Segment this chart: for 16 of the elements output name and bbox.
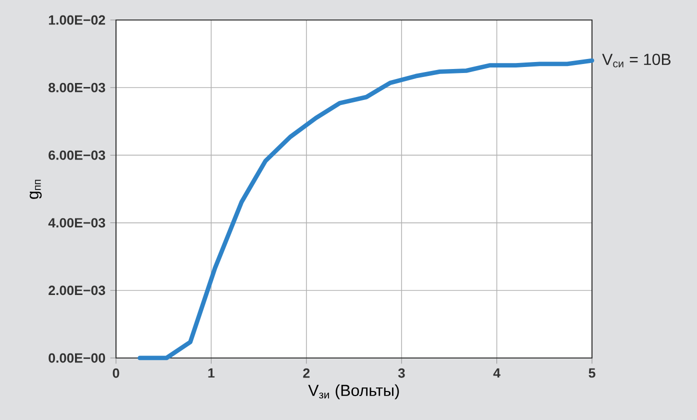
y-tick-label: 2.00E−03 bbox=[48, 286, 106, 296]
x-tick-label: 5 bbox=[588, 368, 596, 378]
x-tick-label: 4 bbox=[493, 368, 500, 378]
x-tick-label: 3 bbox=[398, 368, 405, 378]
annotation: V$_{си}$ = 10В bbox=[602, 54, 671, 68]
line-series bbox=[138, 58, 594, 360]
x-axis-title: V$_{зи}$ (Вольты) bbox=[308, 384, 399, 400]
y-tick-label: 8.00E−03 bbox=[48, 82, 106, 92]
y-tick-label: 1.00E−02 bbox=[48, 15, 106, 25]
y-tick-label: 0.00E−00 bbox=[48, 353, 106, 363]
x-tick-label: 1 bbox=[208, 368, 215, 378]
y-tick-label: 4.00E−03 bbox=[48, 218, 106, 228]
x-tick-label: 0 bbox=[112, 368, 120, 378]
y-tick-label: 6.00E−03 bbox=[48, 150, 106, 160]
y-axis-title: g$_{пп}$ bbox=[30, 180, 42, 199]
x-tick-label: 2 bbox=[303, 368, 310, 378]
